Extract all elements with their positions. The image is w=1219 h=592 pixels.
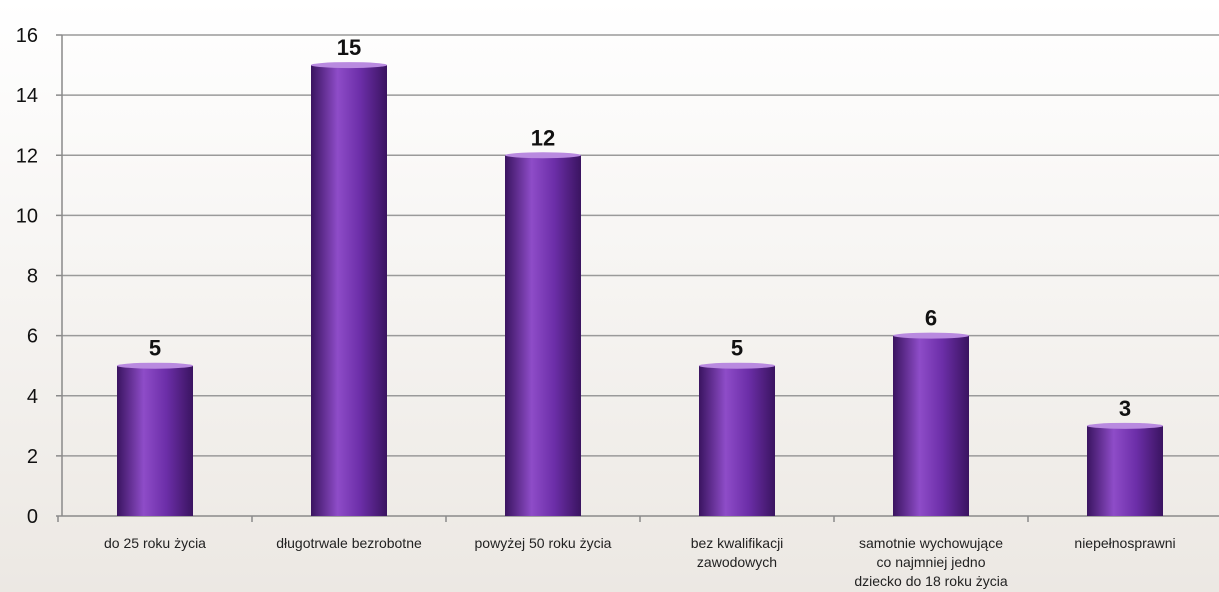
y-tick-label: 4 bbox=[27, 386, 38, 408]
y-tick-label: 12 bbox=[16, 145, 38, 167]
bar bbox=[699, 365, 775, 516]
bar-top bbox=[117, 362, 193, 369]
bar bbox=[311, 65, 387, 516]
x-tick-label-line: bez kwalifikacji bbox=[691, 535, 784, 551]
y-tick-label: 2 bbox=[27, 446, 38, 468]
y-tick-label: 14 bbox=[16, 85, 38, 107]
x-tick-label-line: do 25 roku życia bbox=[104, 535, 206, 551]
data-label: 6 bbox=[925, 306, 937, 331]
data-label: 5 bbox=[149, 336, 161, 361]
bar-top bbox=[311, 62, 387, 69]
axes bbox=[56, 34, 1219, 522]
bar-top bbox=[699, 362, 775, 369]
x-tick-label: niepełnosprawni bbox=[1074, 535, 1175, 551]
x-tick-label: bez kwalifikacji zawodowych bbox=[691, 535, 784, 570]
x-tick-label-line: zawodowych bbox=[697, 554, 777, 570]
bar-top bbox=[505, 152, 581, 159]
y-tick-label: 6 bbox=[27, 326, 38, 348]
x-tick-label-line: długotrwale bezrobotne bbox=[276, 535, 422, 551]
data-label: 15 bbox=[337, 35, 361, 60]
y-tick-label: 16 bbox=[16, 25, 38, 47]
x-tick-label: samotnie wychowujące co najmniej jedno dzi… bbox=[854, 535, 1008, 589]
bar-top bbox=[893, 332, 969, 339]
bar bbox=[505, 155, 581, 516]
x-tick-label: do 25 roku życia bbox=[104, 535, 206, 551]
y-tick-label: 10 bbox=[16, 205, 38, 227]
x-tick-label-line: niepełnosprawni bbox=[1074, 535, 1175, 551]
bar bbox=[1087, 425, 1163, 516]
data-label: 12 bbox=[531, 125, 555, 150]
bar-top bbox=[1087, 422, 1163, 429]
bar bbox=[117, 365, 193, 516]
x-tick-label-line: samotnie wychowujące bbox=[859, 535, 1003, 551]
x-tick-label-line: co najmniej jedno bbox=[877, 554, 986, 570]
x-tick-label: długotrwale bezrobotne bbox=[276, 535, 422, 551]
data-label: 5 bbox=[731, 336, 743, 361]
x-tick-label: powyżej 50 roku życia bbox=[475, 535, 612, 551]
data-label: 3 bbox=[1119, 396, 1131, 421]
bar bbox=[893, 335, 969, 516]
grid-lines bbox=[62, 34, 1219, 457]
labels: 0 2 4 6 8 10 12 14 16 5 do 25 roku życia 15 długotrw… bbox=[16, 25, 1176, 589]
y-tick-label: 8 bbox=[27, 266, 38, 288]
x-tick-label-line: powyżej 50 roku życia bbox=[475, 535, 612, 551]
y-tick-label: 0 bbox=[27, 506, 38, 528]
bars bbox=[117, 62, 1163, 516]
x-tick-label-line: dziecko do 18 roku życia bbox=[854, 573, 1008, 589]
